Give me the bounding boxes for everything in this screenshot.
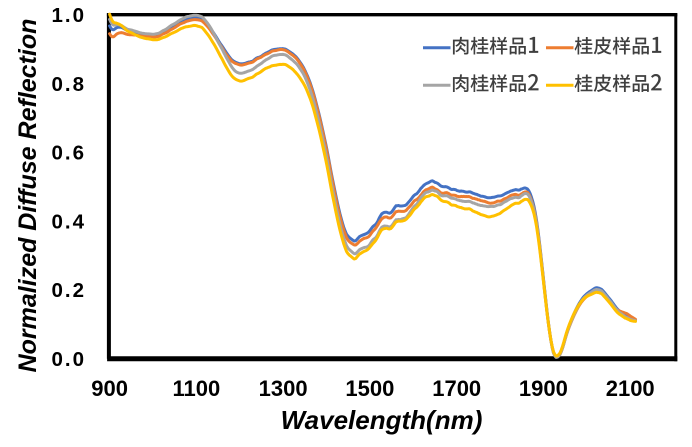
svg-text:1500: 1500 — [345, 376, 394, 401]
svg-text:0.6: 0.6 — [52, 142, 87, 165]
svg-text:1900: 1900 — [519, 376, 568, 401]
svg-text:0.2: 0.2 — [52, 279, 87, 302]
svg-text:1700: 1700 — [432, 376, 481, 401]
svg-text:Wavelength(nm): Wavelength(nm) — [281, 405, 483, 435]
svg-text:0.8: 0.8 — [52, 73, 87, 96]
svg-text:0.4: 0.4 — [52, 210, 87, 233]
svg-text:1300: 1300 — [259, 376, 308, 401]
svg-text:1.0: 1.0 — [52, 4, 87, 27]
svg-text:2100: 2100 — [606, 376, 655, 401]
svg-text:Normalized Diffuse Reflection: Normalized Diffuse Reflection — [14, 19, 42, 373]
svg-text:900: 900 — [91, 376, 128, 401]
svg-text:1100: 1100 — [173, 376, 221, 401]
svg-text:0.0: 0.0 — [52, 348, 87, 371]
